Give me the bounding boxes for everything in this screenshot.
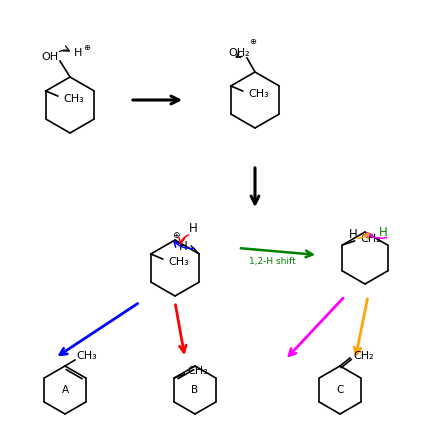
- Text: CH₃: CH₃: [77, 351, 97, 361]
- Text: H: H: [179, 240, 188, 252]
- Text: H: H: [74, 48, 82, 58]
- Text: CH₂: CH₂: [354, 351, 374, 361]
- Text: H: H: [349, 228, 358, 241]
- Text: H: H: [379, 227, 388, 240]
- Text: CH₃: CH₃: [188, 366, 209, 376]
- Text: ⊕: ⊕: [249, 38, 256, 46]
- Text: H: H: [189, 222, 198, 235]
- Text: 1,2-H shift: 1,2-H shift: [248, 257, 295, 266]
- Text: C: C: [336, 385, 344, 395]
- Text: ⊕: ⊕: [83, 43, 91, 51]
- Text: OH: OH: [41, 52, 58, 62]
- Text: A: A: [62, 385, 69, 395]
- Text: CH₃: CH₃: [248, 89, 269, 99]
- Text: ⊕: ⊕: [172, 230, 180, 240]
- Text: B: B: [191, 385, 198, 395]
- Text: ⊕: ⊕: [363, 232, 371, 241]
- Text: CH₂: CH₂: [360, 234, 381, 244]
- Text: CH₃: CH₃: [63, 94, 84, 104]
- Text: CH₃: CH₃: [169, 257, 189, 267]
- Text: OH₂: OH₂: [228, 48, 250, 58]
